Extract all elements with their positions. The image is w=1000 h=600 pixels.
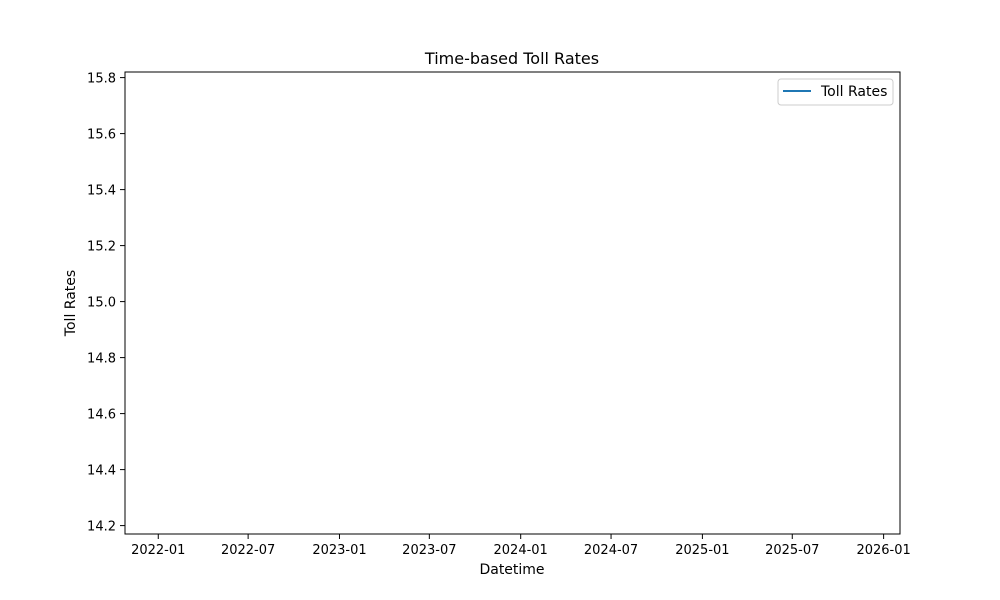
x-tick-label: 2022-01 [131, 543, 185, 558]
legend-box [777, 78, 894, 106]
x-axis-label: Datetime [479, 562, 544, 578]
y-tick-label: 14.2 [87, 520, 116, 535]
x-tick-label: 2024-01 [494, 543, 548, 558]
x-tick-label: 2022-07 [221, 543, 275, 558]
y-tick-label: 14.8 [87, 352, 116, 367]
x-tick-label: 2023-07 [402, 543, 456, 558]
y-tick-label: 14.6 [87, 408, 116, 423]
y-tick-label: 15.0 [87, 296, 116, 311]
y-tick-label: 15.2 [87, 240, 116, 255]
legend: Toll Rates [777, 78, 894, 106]
chart-title: Time-based Toll Rates [424, 49, 599, 68]
plot-area [124, 71, 901, 535]
x-tick-label: 2023-01 [312, 543, 366, 558]
y-axis-label: Toll Rates [63, 270, 79, 337]
x-tick-label: 2025-07 [765, 543, 819, 558]
x-axis: 2022-01 2022-07 2023-01 2023-07 2024-01 2024-… [131, 534, 911, 558]
x-tick-label: 2025-01 [675, 543, 729, 558]
x-tick-label: 2024-07 [584, 543, 638, 558]
x-tick-label: 2026-01 [856, 543, 910, 558]
legend-label: Toll Rates [820, 84, 887, 100]
y-tick-label: 14.4 [87, 464, 116, 479]
y-tick-label: 15.4 [87, 184, 116, 199]
y-tick-label: 15.8 [87, 72, 116, 87]
y-axis: 14.2 14.4 14.6 14.8 15.0 15.2 15.4 15.6 15.8 [87, 72, 125, 535]
y-tick-label: 15.6 [87, 128, 116, 143]
